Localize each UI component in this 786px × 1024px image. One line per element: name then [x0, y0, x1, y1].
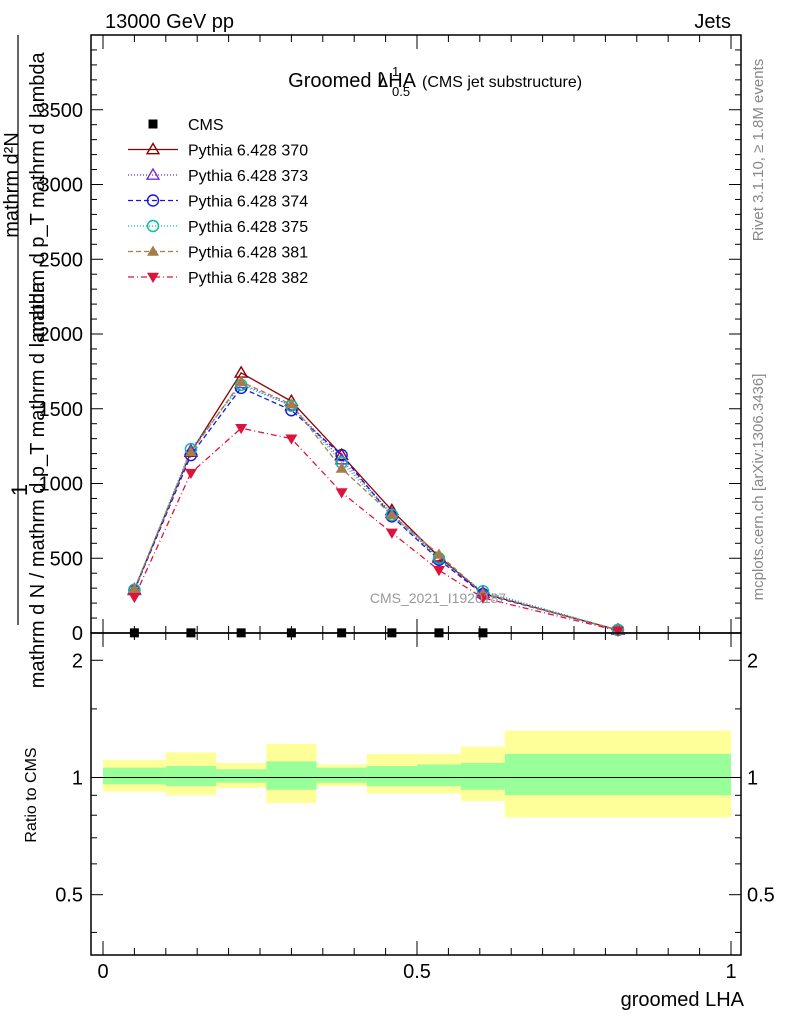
- data-point-marker: [432, 566, 445, 577]
- ratio-inner-band: [417, 764, 461, 787]
- ratio-inner-band: [366, 766, 417, 787]
- ratio-inner-band: [460, 762, 505, 790]
- data-point-marker: [128, 592, 141, 604]
- data-point-marker: [235, 375, 248, 387]
- ylabel-denominator: mathrm d p_T mathrm d lambda: [27, 51, 49, 337]
- data-point-marker: [235, 423, 248, 435]
- data-point-marker: [432, 548, 445, 559]
- x-tick-label: 1: [725, 961, 736, 983]
- data-point-marker: [145, 142, 161, 155]
- generator-label: Rivet 3.1.10, ≥ 1.8M events: [750, 59, 767, 242]
- main-x-axis: [102, 35, 732, 633]
- ratio-x-axis: 0 0.5 1: [97, 633, 737, 983]
- energy-label: 13000 GeV pp: [105, 11, 234, 33]
- title-symbol: λ: [378, 70, 388, 92]
- legend-label: Pythia 6.428 373: [188, 168, 308, 185]
- data-point-marker: [146, 194, 160, 207]
- data-point-marker: [145, 167, 161, 180]
- series-line: [133, 387, 619, 631]
- data-point-marker: [335, 462, 348, 473]
- ratio-inner-band: [316, 767, 367, 783]
- ratio-inner-band: [103, 767, 166, 785]
- main-plot-area: 0 500 1000 1500 2000 2500 3000 3500 CMS Pythia 6…: [39, 34, 742, 645]
- ratio-y-tick-label-right: 0.5: [747, 885, 775, 907]
- data-point-marker: [147, 245, 159, 256]
- legend-label: Pythia 6.428 375: [188, 219, 308, 236]
- process-label: Jets: [694, 11, 731, 33]
- ratio-y-tick-label-right: 1: [747, 767, 758, 789]
- site-label: mcplots.cern.ch [arXiv:1306.3436]: [750, 374, 767, 601]
- ratio-y-axis: 0.5 0.5 1 1 2 2: [55, 650, 775, 933]
- ratio-y-tick-label: 1: [72, 767, 83, 789]
- ratio-plot-frame: [90, 632, 742, 956]
- y-tick-label: 3000: [39, 175, 84, 197]
- data-point-marker: [335, 448, 348, 462]
- title-note: (CMS jet substructure): [422, 74, 582, 91]
- data-point-marker: [184, 468, 197, 480]
- ratio-inner-band: [165, 766, 217, 787]
- data-point-marker: [184, 446, 197, 457]
- data-point-marker: [385, 508, 398, 520]
- analysis-watermark: CMS_2021_I1920187: [370, 590, 506, 606]
- ylabel-overlay: mathrm d N / mathrm d p_T mathrm d lambd…: [27, 281, 49, 688]
- data-point-marker: [334, 447, 349, 460]
- legend: CMS Pythia 6.428 370 Pythia 6.428 373 Pythi…: [128, 117, 308, 287]
- ratio-y-tick-label-right: 2: [747, 650, 758, 672]
- ratio-y-tick-label: 2: [72, 650, 83, 672]
- data-point-marker: [611, 626, 624, 637]
- y-tick-label: 2000: [39, 324, 84, 346]
- data-point-marker: [335, 488, 348, 499]
- x-tick-label: 0: [97, 961, 108, 983]
- y-tick-label: 1500: [39, 399, 84, 421]
- ratio-y-label: Ratio to CMS: [23, 747, 40, 842]
- y-tick-label: 3500: [39, 100, 84, 122]
- legend-label: CMS: [188, 117, 224, 134]
- y-tick-label: 500: [50, 548, 83, 570]
- y-tick-label: 0: [72, 623, 83, 645]
- legend-label: Pythia 6.428 381: [188, 245, 308, 262]
- data-point-marker: [385, 528, 398, 539]
- x-tick-label: 0.5: [403, 961, 431, 983]
- plot-title: Groomed LHA: [288, 70, 416, 92]
- title-superscript: 1: [392, 64, 399, 79]
- data-point-marker: [128, 582, 141, 594]
- data-point-marker: [147, 272, 159, 283]
- main-y-label: 1 mathrm d²N mathrm d p_T mathrm d lambd…: [1, 35, 49, 688]
- legend-label: Pythia 6.428 374: [188, 194, 308, 211]
- title-subscript: 0.5: [392, 84, 410, 99]
- data-point-marker: [285, 398, 298, 409]
- data-point-marker: [285, 434, 298, 445]
- main-y-axis: 0 500 1000 1500 2000 2500 3000 3500: [39, 49, 741, 645]
- ratio-inner-band: [216, 769, 267, 783]
- y-tick-label: 1000: [39, 474, 84, 496]
- legend-label: Pythia 6.428 382: [188, 270, 308, 287]
- ratio-inner-band: [266, 761, 317, 790]
- data-point-marker: [146, 219, 160, 233]
- data-point-marker: [148, 119, 158, 129]
- data-point-marker: [476, 593, 489, 604]
- ratio-inner-band: [504, 753, 731, 796]
- ylabel-prefix: 1: [7, 484, 32, 496]
- ratio-y-tick-label: 0.5: [55, 885, 83, 907]
- ratio-plot-area: 0.5 0.51 12 2 0 0.5 1: [55, 632, 775, 983]
- y-tick-label: 2500: [39, 249, 84, 271]
- ratio-bands: [103, 730, 731, 818]
- ylabel-numerator: mathrm d²N: [1, 132, 23, 238]
- x-axis-label: groomed LHA: [621, 989, 745, 1011]
- legend-label: Pythia 6.428 370: [188, 143, 308, 160]
